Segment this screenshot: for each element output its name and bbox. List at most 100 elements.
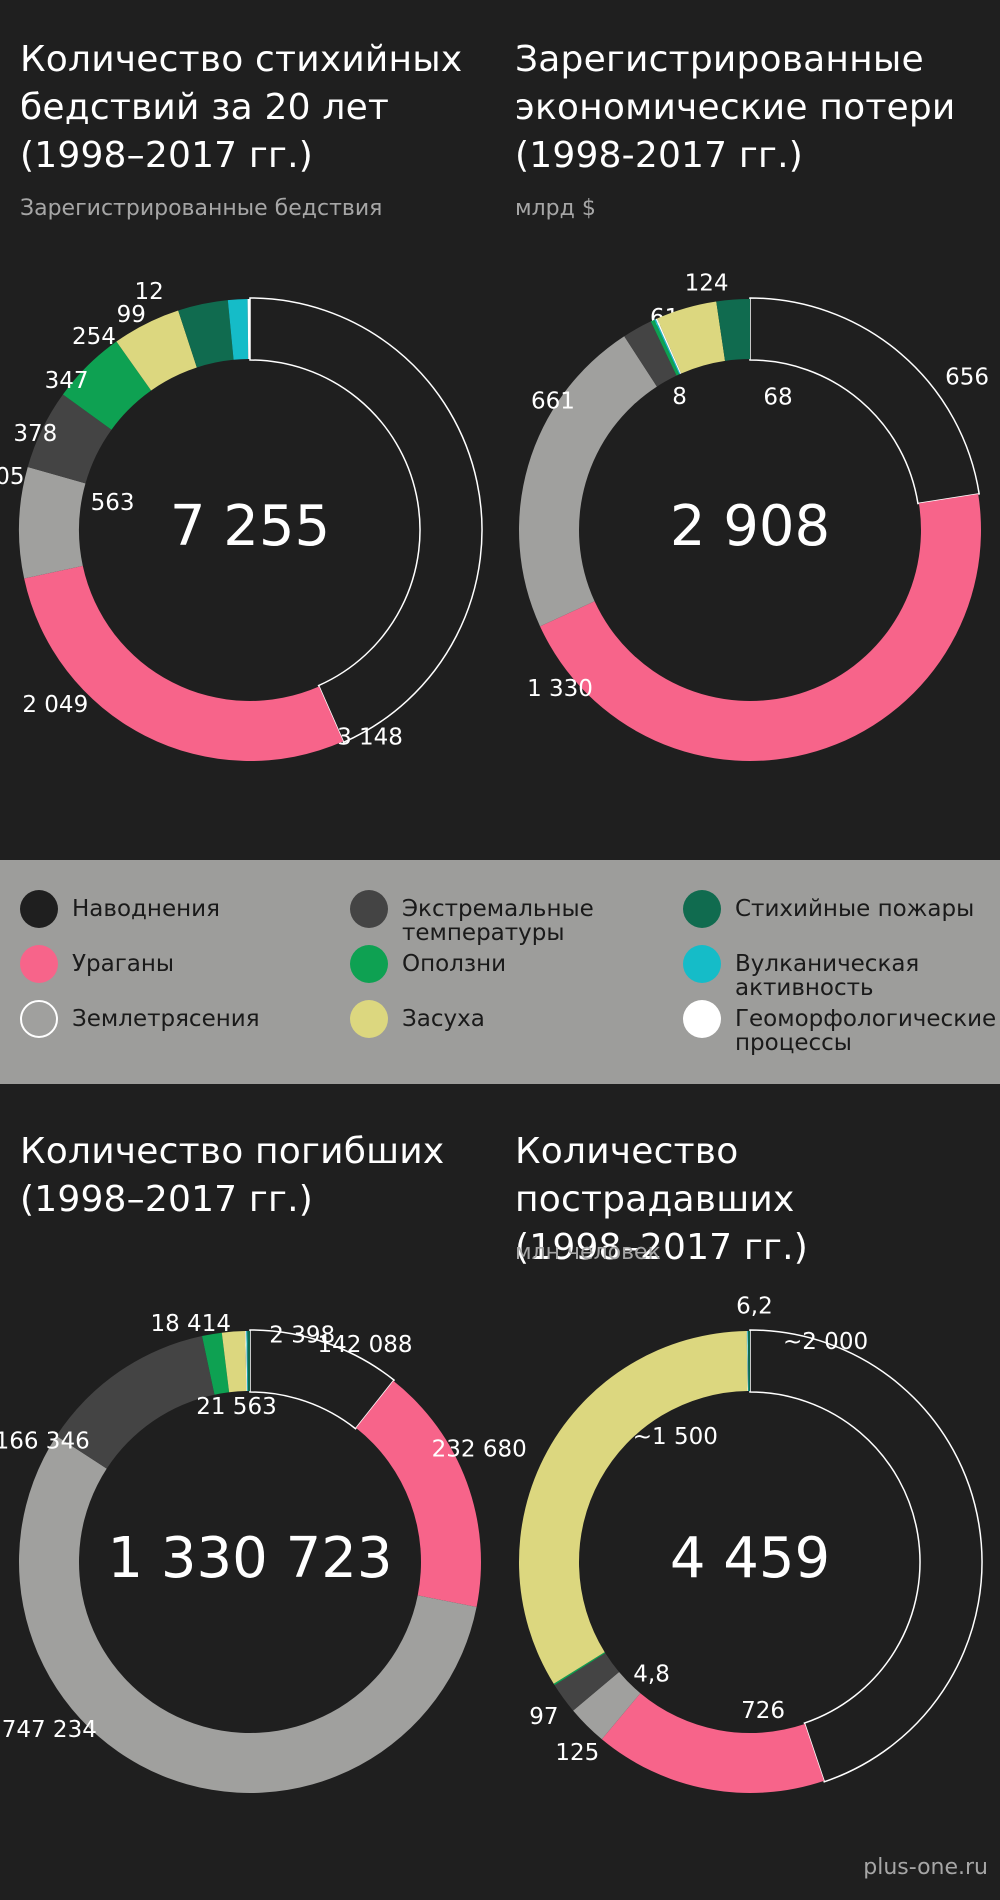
slice-label-extreme_temps: 97 [529, 1704, 558, 1730]
legend-item-geomorph: Геоморфологические процессы [683, 1000, 996, 1055]
slice-volcanic [227, 299, 249, 360]
slice-earthquakes [573, 1671, 641, 1740]
legend-swatch-earthquakes [20, 1000, 58, 1038]
legend-label-floods: Наводнения [72, 896, 220, 922]
slice-landslides [650, 319, 680, 376]
slice-label-extreme_temps: 405 [0, 464, 24, 490]
slice-floods [249, 297, 483, 744]
chart4-title: Количество пострадавших (1998–2017 гг.) [515, 1131, 809, 1268]
slice-volcanic [654, 319, 681, 375]
slice-label-extreme_temps: 166 346 [0, 1429, 90, 1455]
slice-label-hurricanes: 232 680 [432, 1437, 527, 1463]
slice-floods [749, 297, 981, 505]
legend-item-wildfires: Стихийные пожары [683, 890, 974, 928]
slice-label-drought: ~1 500 [633, 1424, 718, 1450]
slice-label-volcanic: 99 [117, 302, 146, 328]
legend-item-volcanic: Вулканическая активность [683, 945, 919, 1000]
slice-drought [116, 310, 197, 391]
slice-extreme_temps [624, 321, 677, 387]
slice-label-floods: 142 088 [317, 1332, 412, 1358]
legend-swatch-landslides [350, 945, 388, 983]
slice-label-wildfires: 68 [763, 384, 792, 410]
slice-label-earthquakes: 125 [555, 1740, 599, 1766]
slice-label-drought: 21 563 [196, 1394, 276, 1420]
legend-label-hurricanes: Ураганы [72, 951, 175, 977]
slice-label-earthquakes: 563 [91, 490, 135, 516]
slice-label-landslides: 378 [13, 421, 57, 447]
slice-landslides [62, 341, 152, 430]
slice-label-floods: 3 148 [337, 724, 403, 750]
slice-wildfires [178, 300, 234, 368]
chart2-title: Зарегистрированные экономические потери … [515, 39, 956, 176]
slice-label-landslides: 8 [672, 384, 687, 410]
slice-label-wildfires: 6,2 [736, 1294, 773, 1320]
deaths-donut: 142 088 232 680 747 234 166 346 18 414 21 563… [0, 1311, 527, 1794]
legend-item-extreme_temps: Экстремальные температуры [350, 890, 594, 945]
legend-label-earthquakes: Землетрясения [72, 1006, 260, 1032]
slice-drought [519, 1331, 748, 1684]
legend-swatch-hurricanes [20, 945, 58, 983]
legend-label-volcanic: Вулканическая активность [735, 951, 920, 1001]
slice-hurricanes [601, 1693, 824, 1793]
slice-label-wildfires: 2 398 [269, 1322, 335, 1348]
slice-wildfires [747, 1331, 750, 1392]
slice-label-floods: ~2 000 [783, 1329, 868, 1355]
slice-geomorph [247, 299, 250, 360]
legend-item-earthquakes: Землетрясения [20, 1000, 260, 1038]
slice-hurricanes [356, 1380, 482, 1608]
slice-label-geomorph: 12 [135, 279, 164, 305]
slice-volcanic [246, 1331, 249, 1392]
slice-hurricanes [540, 494, 981, 761]
legend-item-floods: Наводнения [20, 890, 220, 928]
legend-swatch-wildfires [683, 890, 721, 928]
slice-landslides [202, 1332, 230, 1395]
slice-wildfires [247, 1331, 250, 1392]
chart2-subtitle: млрд $ [515, 196, 596, 221]
legend-swatch-drought [350, 1000, 388, 1038]
slice-geomorph [245, 1331, 248, 1392]
legend-label-extreme_temps: Экстремальные температуры [402, 896, 594, 946]
slice-label-hurricanes: 726 [741, 1698, 785, 1724]
legend-swatch-volcanic [683, 945, 721, 983]
legend-swatch-geomorph [683, 1000, 721, 1038]
slice-label-wildfires: 254 [72, 324, 116, 350]
slice-geomorph [655, 318, 682, 374]
slice-label-earthquakes: 661 [531, 389, 575, 415]
slice-earthquakes [18, 1435, 477, 1794]
legend-label-wildfires: Стихийные пожары [735, 896, 975, 922]
chart1-title: Количество стихийных бедствий за 20 лет … [20, 39, 463, 176]
slice-hurricanes [24, 565, 344, 761]
slice-label-hurricanes: 1 330 [527, 676, 593, 702]
slice-label-earthquakes: 747 234 [2, 1717, 97, 1743]
affected-donut: ~2 000 726 125 97 4,8 ~1 500 6,2 4 459 [519, 1294, 983, 1793]
slice-label-landslides: 4,8 [633, 1662, 670, 1688]
slice-earthquakes [19, 467, 86, 579]
slice-label-floods: 656 [945, 365, 989, 391]
legend-label-drought: Засуха [402, 1006, 485, 1032]
slice-drought [657, 301, 726, 374]
chart3-title: Количество погибших (1998–2017 гг.) [20, 1131, 445, 1220]
legend-label-geomorph: Геоморфологические процессы [735, 1006, 997, 1056]
slice-wildfires [716, 299, 750, 361]
slice-volcanic [747, 1331, 749, 1392]
legend-item-landslides: Оползни [350, 945, 506, 983]
legend-swatch-extreme_temps [350, 890, 388, 928]
slice-floods [249, 1329, 396, 1430]
slice-label-landslides: 18 414 [150, 1311, 230, 1337]
legend-label-landslides: Оползни [402, 951, 507, 977]
slice-floods [749, 1329, 983, 1783]
slice-drought [221, 1331, 247, 1393]
chart4-subtitle: млн человек [515, 1240, 661, 1265]
slice-earthquakes [519, 336, 657, 627]
slice-geomorph [746, 1331, 749, 1392]
chart1-subtitle: Зарегистрированные бедствия [20, 196, 383, 221]
slice-label-drought: 347 [45, 368, 89, 394]
donut-total: 7 255 [170, 494, 330, 559]
legend-item-hurricanes: Ураганы [20, 945, 174, 983]
legend: Наводнения Ураганы Землетрясения Экстремаль… [0, 860, 1000, 1084]
legend-item-drought: Засуха [350, 1000, 485, 1038]
donut-total: 2 908 [670, 494, 830, 559]
slice-label-hurricanes: 2 049 [22, 692, 88, 718]
